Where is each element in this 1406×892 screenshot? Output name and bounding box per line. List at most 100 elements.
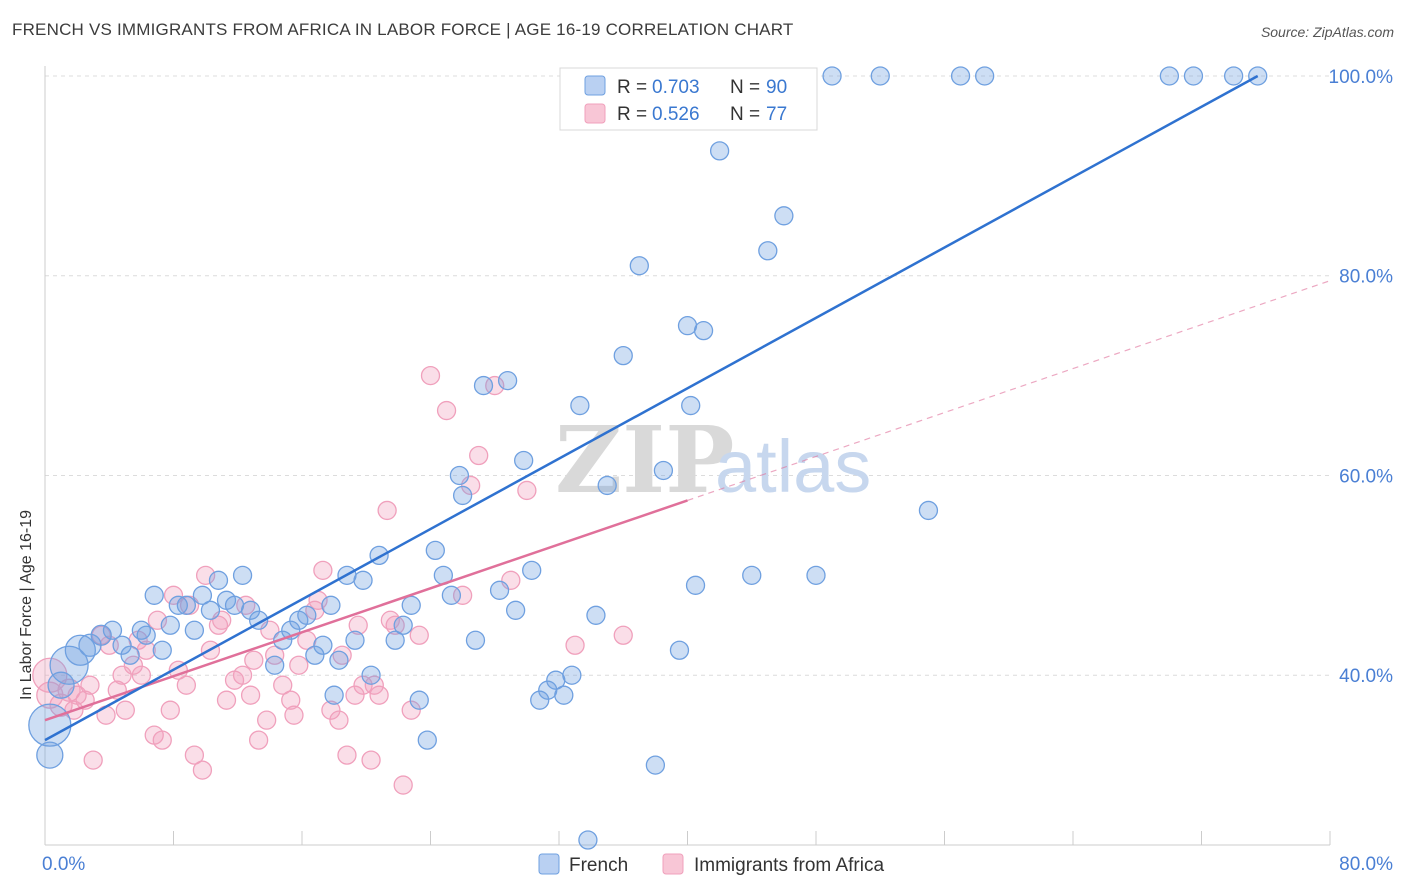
- africa-point-71: [112, 665, 132, 685]
- africa-point-37: [329, 710, 349, 730]
- africa-point-2: [49, 693, 73, 717]
- french-point-55: [522, 560, 542, 580]
- legend-label-africa: Immigrants from Africa: [694, 855, 884, 876]
- africa-point-15: [152, 730, 172, 750]
- africa-point-29: [265, 645, 285, 665]
- africa-point-57: [613, 625, 633, 645]
- stats-swatch-french: [584, 75, 606, 96]
- french-point-50: [473, 375, 494, 396]
- y-tick-label-0: 40.0%: [1339, 666, 1393, 687]
- y-tick-label-1: 60.0%: [1339, 466, 1393, 487]
- trendlines: [44, 74, 1331, 742]
- french-point-30: [297, 605, 317, 625]
- africa-point-73: [80, 675, 100, 695]
- stats-r-value-french: 0.703: [652, 77, 700, 98]
- french-point-16: [176, 595, 197, 615]
- french-point-34: [329, 650, 349, 670]
- french-point-44: [417, 730, 437, 750]
- french-point-70: [677, 316, 698, 336]
- french-point-14: [160, 615, 180, 635]
- africa-point-18: [176, 675, 197, 695]
- french-point-15: [168, 595, 188, 615]
- africa-point-36: [321, 700, 341, 720]
- french-point-33: [321, 595, 341, 615]
- africa-point-28: [257, 710, 277, 730]
- french-point-59: [554, 685, 574, 705]
- french-point-20: [208, 570, 229, 590]
- legend-swatch-french: [538, 853, 560, 875]
- africa-point-23: [216, 690, 237, 710]
- french-point-54: [514, 450, 534, 471]
- africa-point-42: [369, 685, 389, 705]
- french-trendline: [44, 74, 1259, 742]
- french-point-77: [806, 565, 826, 585]
- y-tick-label-3: 100.0%: [1329, 67, 1394, 88]
- french-point-78: [822, 66, 842, 86]
- africa-point-62: [244, 650, 264, 670]
- stats-r-label-french: R =: [617, 77, 647, 98]
- french-point-1: [36, 741, 64, 769]
- africa-point-19: [184, 745, 205, 765]
- stats-n-label-africa: N =: [730, 104, 760, 125]
- french-point-8: [112, 635, 132, 655]
- french-point-61: [570, 395, 590, 416]
- french-point-67: [645, 755, 666, 775]
- french-point-69: [669, 640, 690, 660]
- africa-point-52: [469, 445, 489, 466]
- french-point-47: [441, 585, 462, 605]
- africa-point-58: [163, 585, 184, 605]
- x-tick-label-1: 80.0%: [1339, 854, 1393, 875]
- africa-point-50: [452, 585, 473, 605]
- french-point-13: [152, 640, 172, 660]
- french-point-18: [192, 585, 213, 605]
- africa-trendline: [44, 499, 688, 722]
- africa-point-47: [409, 625, 429, 645]
- french-point-83: [1159, 66, 1180, 86]
- french-point-31: [305, 645, 325, 665]
- stats-n-label-french: N =: [730, 77, 760, 98]
- french-point-72: [693, 321, 714, 341]
- africa-point-30: [273, 675, 293, 695]
- french-point-52: [497, 370, 518, 391]
- africa-point-46: [401, 700, 421, 720]
- french-point-75: [758, 241, 778, 261]
- french-point-0: [28, 703, 72, 747]
- chart-title: FRENCH VS IMMIGRANTS FROM AFRICA IN LABO…: [12, 20, 794, 39]
- stats-legend: R = 0.703 N = 90 R = 0.526 N = 77: [559, 67, 818, 131]
- africa-point-20: [192, 760, 213, 780]
- watermark-zip: ZIP: [555, 406, 734, 514]
- french-point-62: [578, 830, 598, 850]
- watermark: ZIP atlas: [555, 406, 871, 514]
- french-point-87: [681, 395, 701, 416]
- french-point-40: [385, 630, 405, 650]
- y-tick-label-2: 80.0%: [1339, 267, 1393, 288]
- french-point-42: [401, 595, 421, 615]
- africa-point-55: [517, 480, 537, 501]
- french-point-6: [90, 624, 112, 646]
- africa-point-63: [284, 705, 304, 725]
- africa-point-56: [565, 635, 585, 655]
- africa-point-32: [289, 655, 309, 675]
- africa-point-27: [248, 730, 269, 750]
- french-point-65: [613, 345, 633, 366]
- africa-point-10: [115, 700, 135, 720]
- french-point-27: [273, 630, 293, 650]
- french-point-4: [47, 671, 75, 699]
- french-point-19: [200, 600, 221, 620]
- africa-point-41: [361, 750, 381, 770]
- africa-point-12: [131, 665, 152, 685]
- africa-point-45: [393, 775, 413, 795]
- stats-r-value-africa: 0.526: [652, 104, 700, 125]
- french-point-22: [224, 595, 245, 615]
- french-point-80: [918, 500, 939, 521]
- french-point-84: [1183, 66, 1204, 86]
- french-point-81: [950, 66, 971, 86]
- french-point-89: [324, 685, 344, 705]
- africa-point-25: [232, 665, 253, 685]
- french-point-85: [1223, 66, 1244, 86]
- french-point-79: [870, 66, 890, 86]
- french-point-38: [361, 665, 381, 685]
- french-point-11: [136, 625, 156, 645]
- africa-trendline-extension: [687, 280, 1331, 502]
